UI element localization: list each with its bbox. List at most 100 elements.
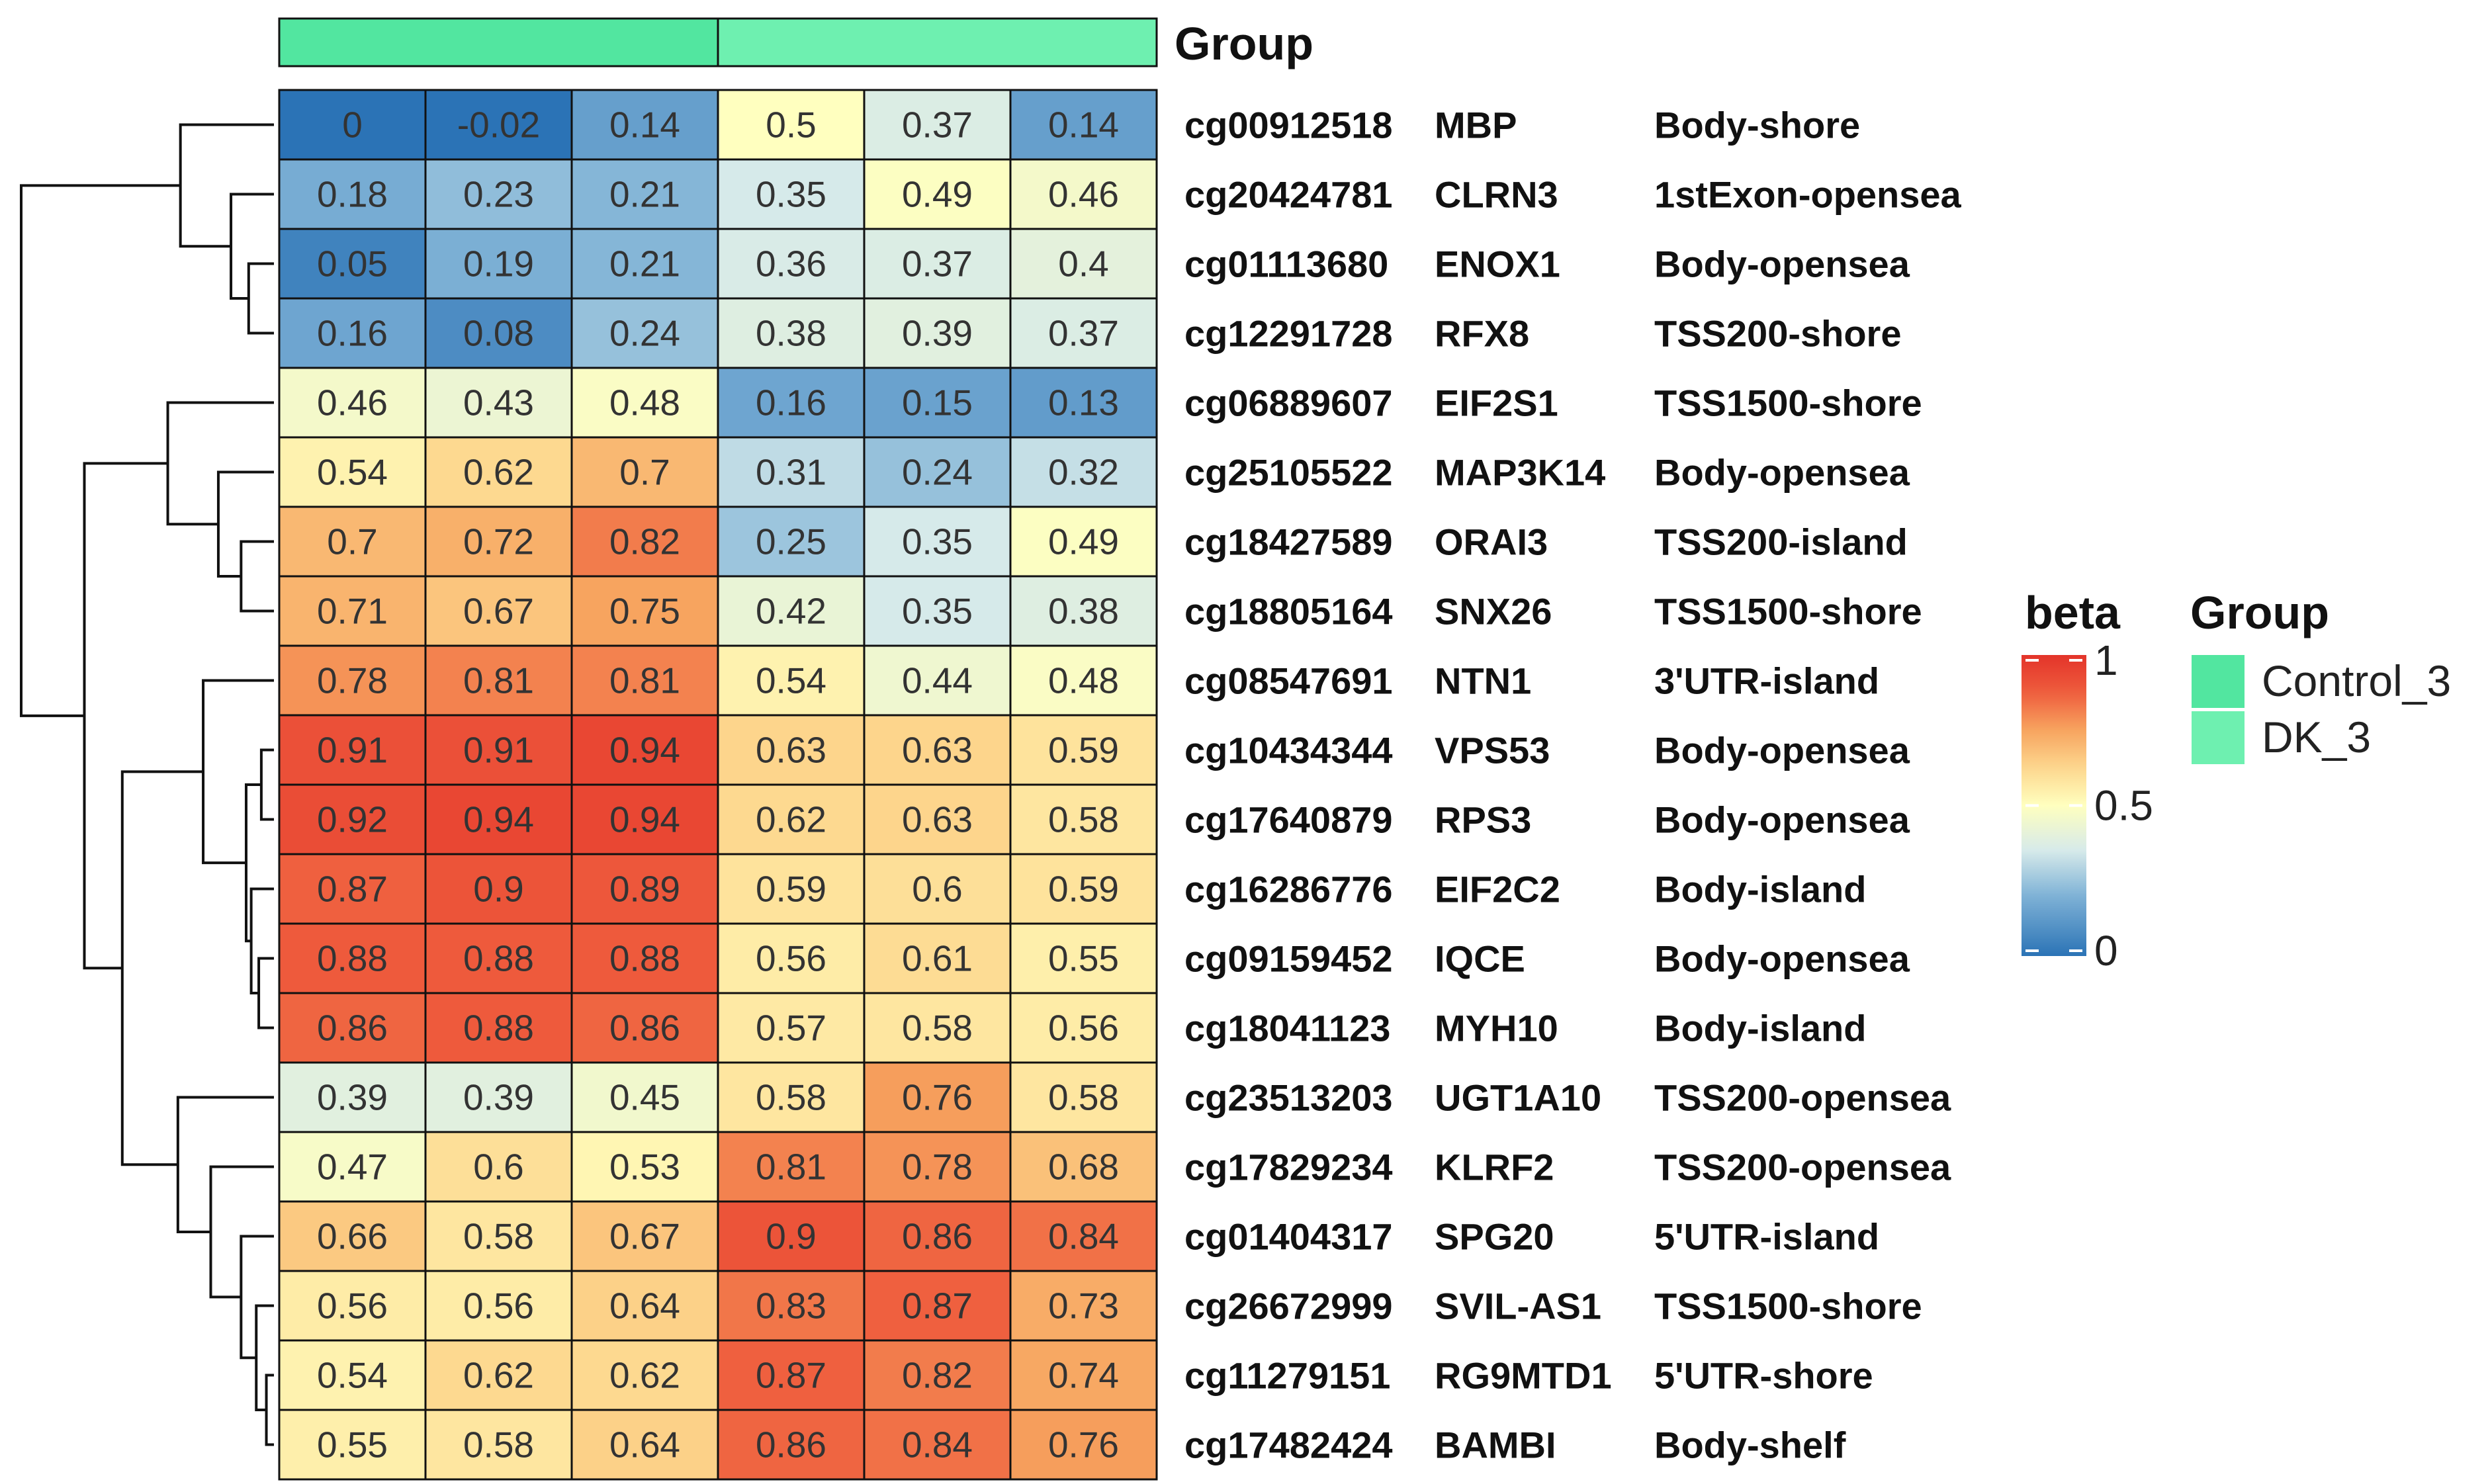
row-gene-label: RFX8 [1435, 313, 1529, 355]
row-region-label: TSS1500-shore [1654, 1286, 1922, 1327]
row-probe-label: cg11279151 [1184, 1355, 1390, 1397]
cell-value-label: 0.58 [756, 1077, 826, 1118]
cell-value-label: 0.48 [609, 382, 680, 423]
cell-value-label: 0.87 [756, 1355, 826, 1396]
beta-legend-tick-label: 0.5 [2094, 782, 2153, 830]
heatmap-cell [424, 158, 573, 230]
cell-value-label: 0.94 [463, 799, 534, 840]
cell-value-label: 0.35 [756, 174, 826, 215]
row-probe-label: cg17829234 [1184, 1147, 1393, 1188]
row-region-label: Body-opensea [1654, 452, 1910, 494]
heatmap-cell [1009, 714, 1158, 786]
heatmap-cell [863, 1409, 1012, 1481]
row-probe-label: cg18427589 [1184, 521, 1393, 563]
cell-value-label: 0.56 [463, 1286, 534, 1327]
heatmap-cell [1009, 783, 1158, 855]
cell-value-label: 0.83 [756, 1286, 826, 1327]
heatmap-cell [717, 1339, 866, 1411]
heatmap-cell [1009, 1339, 1158, 1411]
cell-value-label: 0.49 [1048, 521, 1119, 562]
cell-value-label: 0.19 [463, 243, 534, 284]
row-gene-label: VPS53 [1435, 730, 1550, 771]
cell-value-label: 0.63 [756, 730, 826, 771]
heatmap-cell [570, 228, 719, 300]
cell-value-label: 0.9 [473, 869, 523, 910]
cell-value-label: 0.67 [609, 1216, 680, 1257]
heatmap-cell [424, 1131, 573, 1203]
cell-value-label: 0.35 [902, 591, 973, 632]
cell-value-label: 0.56 [1048, 1008, 1119, 1049]
row-probe-label: cg18041123 [1184, 1008, 1390, 1049]
cell-value-label: 0.21 [609, 243, 680, 284]
row-gene-label: CLRN3 [1435, 174, 1558, 216]
cell-value-label: 0.25 [756, 521, 826, 562]
row-region-label: 5'UTR-shore [1654, 1355, 1873, 1397]
cell-value-label: 0.6 [473, 1147, 523, 1188]
heatmap-cell [278, 1200, 427, 1272]
cell-value-label: 0.89 [609, 869, 680, 910]
row-region-label: Body-island [1654, 869, 1866, 910]
cell-value-label: 0.62 [609, 1355, 680, 1396]
cell-value-label: 0.18 [317, 174, 388, 215]
heatmap-cell [1009, 853, 1158, 925]
heatmap-cell [424, 1409, 573, 1481]
heatmap-cell [570, 992, 719, 1064]
heatmap-cell [717, 992, 866, 1064]
cell-value-label: 0.72 [463, 521, 534, 562]
cell-value-label: 0.32 [1048, 452, 1119, 493]
row-gene-label: EIF2S1 [1435, 382, 1558, 424]
cell-value-label: 0.59 [756, 869, 826, 910]
row-gene-label: UGT1A10 [1435, 1077, 1601, 1119]
cell-value-label: 0.64 [609, 1286, 680, 1327]
cell-value-label: 0.88 [317, 938, 388, 979]
cell-value-label: 0.38 [1048, 591, 1119, 632]
cell-value-label: 0.59 [1048, 869, 1119, 910]
group-bar-dk-3 [717, 17, 1158, 67]
cell-value-label: 0.91 [317, 730, 388, 771]
cell-value-label: 0.84 [1048, 1216, 1119, 1257]
row-probe-label: cg01404317 [1184, 1216, 1393, 1258]
heatmap-cell [570, 89, 719, 161]
cell-value-label: 0.58 [902, 1008, 973, 1049]
cell-value-label: 0.31 [756, 452, 826, 493]
cell-value-label: 0.44 [902, 660, 973, 701]
cell-value-label: 0.47 [317, 1147, 388, 1188]
cell-value-label: 0.35 [902, 521, 973, 562]
cell-value-label: 0.84 [902, 1424, 973, 1465]
row-gene-label: SVIL-AS1 [1435, 1286, 1601, 1327]
heatmap-cell [1009, 575, 1158, 647]
cell-value-label: 0.88 [609, 938, 680, 979]
heatmap-cell [1009, 1061, 1158, 1133]
heatmap-cell [717, 89, 866, 161]
cell-value-label: 0.9 [766, 1216, 816, 1257]
heatmap-cell [424, 644, 573, 717]
cell-value-label: 0.46 [317, 382, 388, 423]
cell-value-label: 0.86 [609, 1008, 680, 1049]
row-gene-label: MYH10 [1435, 1008, 1558, 1049]
cell-value-label: 0.92 [317, 799, 388, 840]
heatmap-cell [278, 367, 427, 439]
row-region-label: 3'UTR-island [1654, 660, 1879, 702]
cell-value-label: 0.87 [317, 869, 388, 910]
cell-value-label: 0.81 [463, 660, 534, 701]
heatmap-cell [1009, 89, 1158, 161]
cell-value-label: 0.78 [317, 660, 388, 701]
heatmap-cell [570, 1409, 719, 1481]
row-probe-label: cg17482424 [1184, 1424, 1393, 1466]
cell-value-label: 0.58 [463, 1216, 534, 1257]
cell-value-label: 0.16 [756, 382, 826, 423]
cell-value-label: 0.37 [1048, 313, 1119, 354]
heatmap-cell [278, 575, 427, 647]
cell-value-label: 0.74 [1048, 1355, 1119, 1396]
cell-value-label: 0.81 [609, 660, 680, 701]
group-legend-label: DK_3 [2262, 713, 2371, 762]
row-probe-label: cg26672999 [1184, 1286, 1393, 1327]
cell-value-label: 0.13 [1048, 382, 1119, 423]
cell-value-label: 0.7 [327, 521, 377, 562]
cell-value-label: 0.24 [609, 313, 680, 354]
heatmap-cells: 0 -0.02 0.14 0.5 0.37 0.14 0.18 0.23 0.21 0.35 0.4… [278, 89, 1158, 1481]
row-gene-label: RPS3 [1435, 799, 1531, 841]
row-dendrogram [20, 123, 274, 1446]
row-gene-label: RG9MTD1 [1435, 1355, 1612, 1397]
row-probe-label: cg10434344 [1184, 730, 1393, 771]
